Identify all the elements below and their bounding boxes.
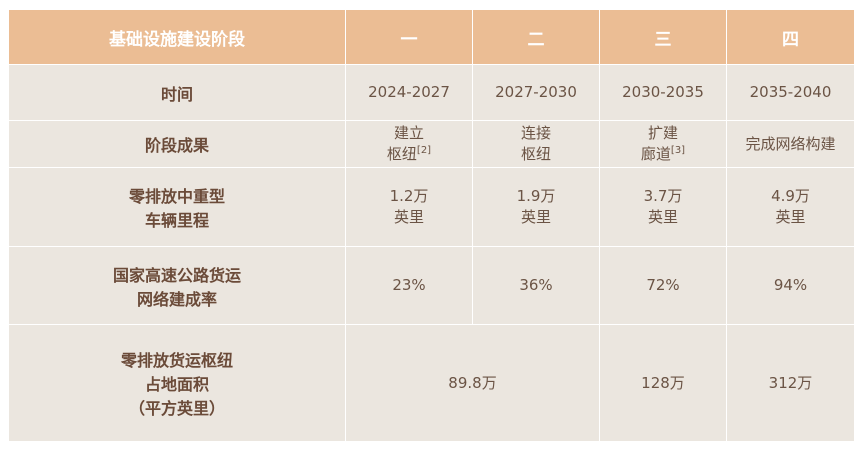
mileage-stage-3-value: 3.7万 [643,187,683,205]
completion-stage-4: 94% [727,247,854,325]
outcome-stage-2-line2: 枢纽 [520,145,551,163]
table-row-completion: 国家高速公路货运 网络建成率 23% 36% 72% 94% [9,247,854,325]
mileage-stage-3-unit: 英里 [647,208,678,226]
outcome-stage-1-line2-wrap: 枢纽[2] [346,144,472,165]
outcome-stage-3-line2: 廊道 [640,145,671,163]
mileage-stage-3: 3.7万 英里 [600,168,727,247]
hub-area-stage-4: 312万 [727,325,854,442]
row-label-time: 时间 [9,65,346,121]
table-row-hub-area: 零排放货运枢纽 占地面积 （平方英里） 89.8万 128万 312万 [9,325,854,442]
header-stage-3: 三 [600,10,727,65]
outcome-stage-1-line1: 建立 [393,124,424,142]
footnote-ref-2[interactable]: [2] [416,145,432,156]
mileage-stage-2: 1.9万 英里 [473,168,600,247]
row-label-completion: 国家高速公路货运 网络建成率 [9,247,346,325]
outcome-stage-2: 连接 枢纽 [473,121,600,168]
table-row-mileage: 零排放中重型 车辆里程 1.2万 英里 1.9万 英里 3.7万 英里 4.9万… [9,168,854,247]
row-label-mileage-line1: 零排放中重型 [128,187,225,206]
table-row-outcome: 阶段成果 建立 枢纽[2] 连接 枢纽 扩建 廊道[3] 完成网络构建 [9,121,854,168]
time-stage-4: 2035-2040 [727,65,854,121]
infrastructure-stage-table: 基础设施建设阶段 一 二 三 四 时间 2024-2027 2027-2030 … [9,10,854,442]
header-stage-label: 基础设施建设阶段 [9,10,346,65]
row-label-completion-line1: 国家高速公路货运 [112,265,241,285]
mileage-stage-2-unit: 英里 [520,208,551,226]
mileage-stage-4: 4.9万 英里 [727,168,854,247]
time-stage-1: 2024-2027 [346,65,473,121]
row-label-completion-line2: 网络建成率 [136,289,217,309]
table-row-time: 时间 2024-2027 2027-2030 2030-2035 2035-20… [9,65,854,121]
header-stage-2: 二 [473,10,600,65]
outcome-stage-4: 完成网络构建 [727,121,854,168]
mileage-stage-4-unit: 英里 [775,208,806,226]
mileage-stage-1-value: 1.2万 [389,187,429,205]
completion-stage-1: 23% [346,247,473,325]
outcome-stage-3-line1: 扩建 [647,124,678,142]
outcome-stage-2-line1: 连接 [520,124,551,142]
time-stage-3: 2030-2035 [600,65,727,121]
mileage-stage-1: 1.2万 英里 [346,168,473,247]
completion-stage-2: 36% [473,247,600,325]
outcome-stage-1: 建立 枢纽[2] [346,121,473,168]
hub-area-stage-1-2: 89.8万 [346,325,600,442]
time-stage-2: 2027-2030 [473,65,600,121]
row-label-hub-area: 零排放货运枢纽 占地面积 （平方英里） [9,325,346,442]
mileage-stage-2-value: 1.9万 [516,187,556,205]
header-stage-4: 四 [727,10,854,65]
row-label-mileage: 零排放中重型 车辆里程 [9,168,346,247]
row-label-hub-area-line1: 零排放货运枢纽 [120,351,233,370]
completion-stage-3: 72% [600,247,727,325]
outcome-stage-1-line2: 枢纽 [386,145,417,163]
mileage-stage-1-unit: 英里 [393,208,424,226]
header-stage-1: 一 [346,10,473,65]
row-label-hub-area-line3: （平方英里） [128,399,225,418]
infrastructure-stage-table-container: 基础设施建设阶段 一 二 三 四 时间 2024-2027 2027-2030 … [9,10,854,442]
footnote-ref-3[interactable]: [3] [670,145,686,156]
hub-area-stage-3: 128万 [600,325,727,442]
row-label-hub-area-line2: 占地面积 [144,375,209,394]
outcome-stage-3: 扩建 廊道[3] [600,121,727,168]
outcome-stage-3-line2-wrap: 廊道[3] [600,144,726,165]
mileage-stage-4-value: 4.9万 [771,187,810,205]
header-row: 基础设施建设阶段 一 二 三 四 [9,10,854,65]
row-label-mileage-line2: 车辆里程 [144,211,209,230]
row-label-outcome: 阶段成果 [9,121,346,168]
